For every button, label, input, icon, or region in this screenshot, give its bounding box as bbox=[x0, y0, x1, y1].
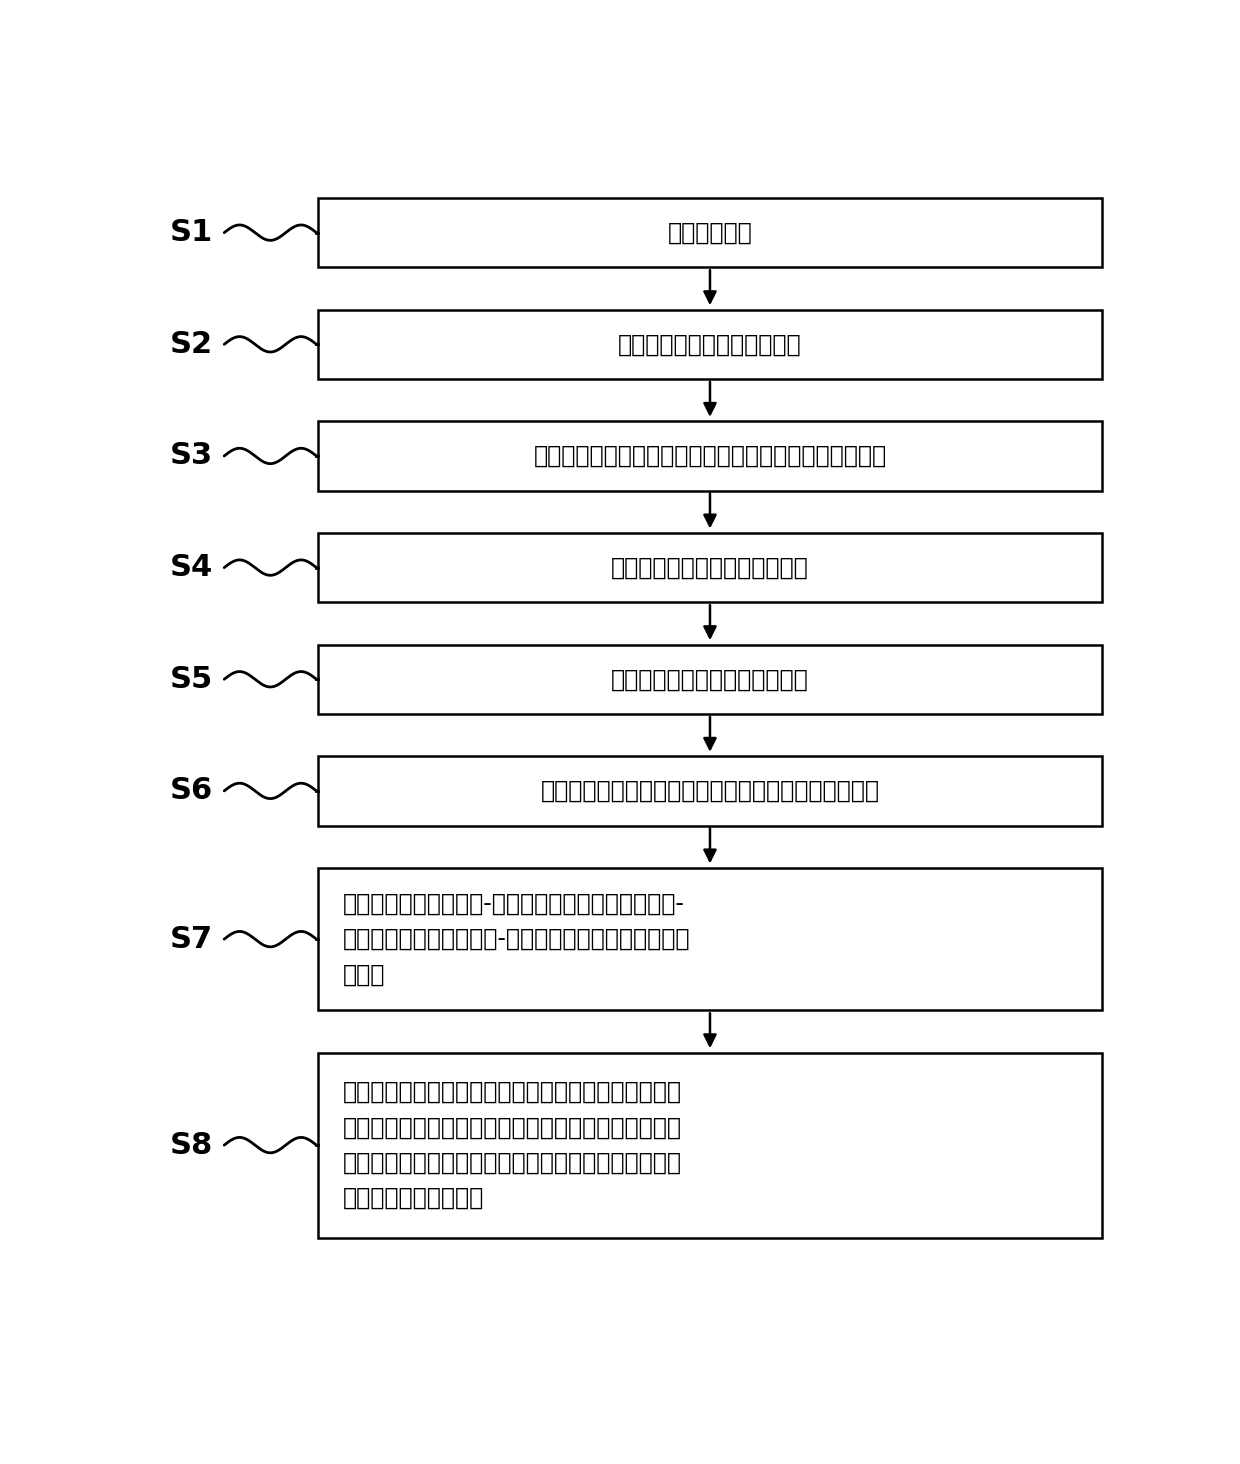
Text: S5: S5 bbox=[170, 665, 213, 694]
Bar bbox=[319, 198, 1101, 268]
Text: 获取岩石试样体积应变-轴向应变曲线、裂纹体积应变-
轴向应变曲线及轴向应力-轴向应变曲线，并绘制在同一
副图中: 获取岩石试样体积应变-轴向应变曲线、裂纹体积应变- 轴向应变曲线及轴向应力-轴向… bbox=[342, 892, 689, 987]
Bar bbox=[319, 644, 1101, 714]
Bar bbox=[319, 310, 1101, 379]
Text: S6: S6 bbox=[170, 776, 213, 805]
Text: S8: S8 bbox=[170, 1130, 213, 1159]
Text: 制作岩石试样: 制作岩石试样 bbox=[667, 221, 753, 244]
Bar bbox=[319, 868, 1101, 1010]
Bar bbox=[319, 757, 1101, 826]
Text: 对岩石试样表面进行散斑处理: 对岩石试样表面进行散斑处理 bbox=[619, 332, 802, 356]
Text: 计算岩石试样散斑面的全场位移: 计算岩石试样散斑面的全场位移 bbox=[611, 556, 808, 580]
Text: 判断岩石试样体积应变及裂纹体积应变相对岩石试样轴
向应变的变化规律，确定岩石试样包含裂纹闭合应力、
裂纹起裂应力、裂纹损伤应力及峰値应力在内的这四种
不同裂纹应: 判断岩石试样体积应变及裂纹体积应变相对岩石试样轴 向应变的变化规律，确定岩石试样… bbox=[342, 1080, 682, 1211]
Text: S1: S1 bbox=[170, 218, 213, 247]
Text: S2: S2 bbox=[170, 329, 212, 359]
Bar bbox=[319, 533, 1101, 602]
Text: 计算岩石试样体积应变、弹性体积应变及裂纹体积应变: 计算岩石试样体积应变、弹性体积应变及裂纹体积应变 bbox=[541, 779, 879, 802]
Text: 试验加载，采集岩石试样散斑面在试验加载过程中的图像: 试验加载，采集岩石试样散斑面在试验加载过程中的图像 bbox=[533, 444, 887, 468]
Text: S3: S3 bbox=[170, 442, 212, 470]
Bar bbox=[319, 422, 1101, 490]
Text: S4: S4 bbox=[170, 553, 213, 583]
Bar bbox=[319, 1053, 1101, 1237]
Text: 计算岩石试样散斑面的全场应变: 计算岩石试样散斑面的全场应变 bbox=[611, 668, 808, 691]
Text: S7: S7 bbox=[170, 925, 212, 953]
